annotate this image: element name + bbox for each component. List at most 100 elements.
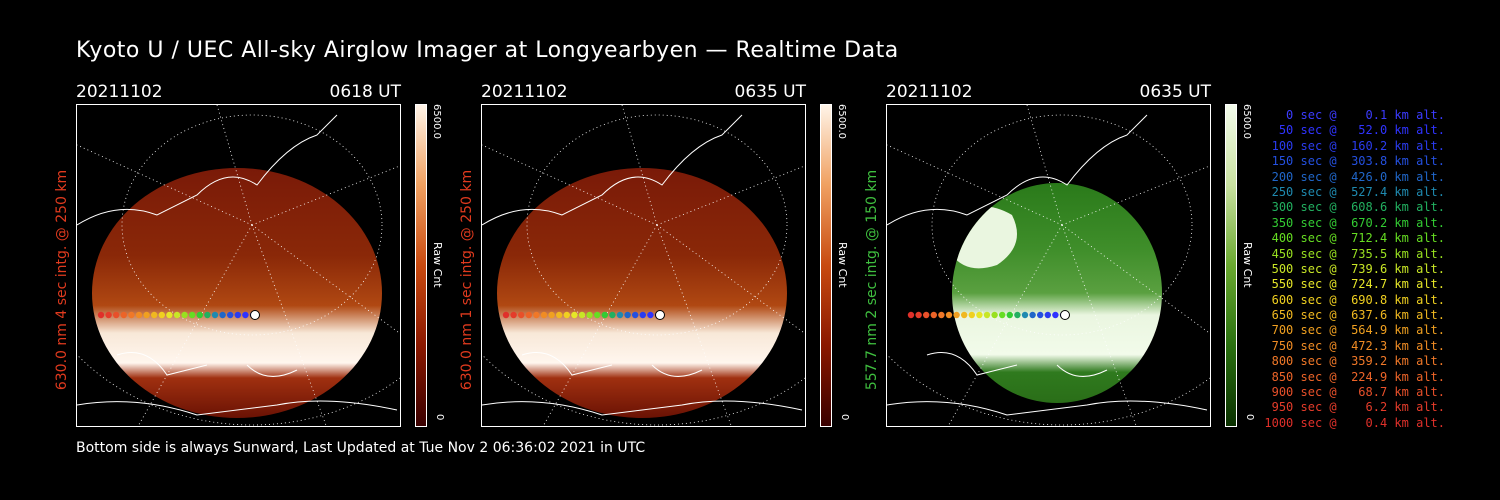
sky-disk <box>92 168 382 418</box>
colorbar-unit: Raw Cnt <box>836 242 849 288</box>
trajectory-point <box>578 311 586 319</box>
trajectory-point <box>97 311 105 319</box>
trajectory-point <box>915 311 922 319</box>
sky-map <box>77 105 400 426</box>
trajectory-point <box>616 311 624 319</box>
trajectory-point <box>1021 311 1029 319</box>
trajectory-point <box>907 311 915 319</box>
trajectory-point <box>938 311 945 319</box>
station-marker <box>1060 310 1070 320</box>
trajectory-point <box>181 311 188 319</box>
trajectory-point <box>632 311 639 319</box>
trajectory-point <box>647 311 654 319</box>
panel-time: 0635 UT <box>1139 82 1212 102</box>
legend-entry: 300 sec @ 608.6 km alt. <box>1271 200 1445 215</box>
trajectory-point <box>211 311 219 319</box>
allsky-image <box>886 104 1211 427</box>
allsky-image <box>76 104 401 427</box>
legend-entry: 450 sec @ 735.5 km alt. <box>1271 246 1445 261</box>
trajectory <box>97 310 260 320</box>
sky-map <box>887 105 1210 426</box>
panel-time: 0635 UT <box>734 82 807 102</box>
colorbar <box>415 104 427 427</box>
colorbar-unit: Raw Cnt <box>1241 242 1254 288</box>
legend-entry: 750 sec @ 472.3 km alt. <box>1271 338 1445 353</box>
trajectory-point <box>983 311 991 319</box>
trajectory-point <box>525 311 532 319</box>
legend-entry: 650 sec @ 637.6 km alt. <box>1271 308 1445 323</box>
trajectory-point <box>540 311 548 319</box>
lat-lon-grid <box>77 105 400 426</box>
trajectory-point <box>151 311 158 319</box>
colorbar <box>1225 104 1237 427</box>
panel-date: 20211102 <box>76 82 163 102</box>
trajectory <box>907 310 1070 320</box>
trajectory-point <box>548 311 555 319</box>
trajectory-point <box>991 311 998 319</box>
coastline <box>482 114 803 416</box>
coastline <box>887 114 1208 416</box>
legend-entry: 950 sec @ 6.2 km alt. <box>1271 400 1445 415</box>
trajectory-point <box>624 311 631 319</box>
panel-date: 20211102 <box>886 82 973 102</box>
trajectory-point <box>601 311 608 319</box>
trajectory-point <box>135 311 143 319</box>
station-marker <box>250 310 260 320</box>
trajectory-point <box>930 311 937 319</box>
trajectory-point <box>1006 311 1013 319</box>
trajectory-point <box>196 311 203 319</box>
colorbar-min: 0 <box>434 414 445 421</box>
trajectory-point <box>510 311 517 319</box>
trajectory <box>502 310 665 320</box>
trajectory-point <box>571 311 578 319</box>
legend-entry: 250 sec @ 527.4 km alt. <box>1271 184 1445 199</box>
legend-entry: 1000 sec @ 0.4 km alt. <box>1264 415 1445 430</box>
airglow-panel-1: 20211102 0618 UT 630.0 nm 4 sec intg. @ … <box>54 82 496 432</box>
legend-entry: 800 sec @ 359.2 km alt. <box>1271 354 1445 369</box>
trajectory-point <box>128 311 135 319</box>
trajectory-point <box>1044 311 1051 319</box>
trajectory-point <box>923 311 930 319</box>
trajectory-point <box>968 311 975 319</box>
panel-time: 0618 UT <box>329 82 402 102</box>
footer-note: Bottom side is always Sunward, Last Upda… <box>76 440 646 456</box>
trajectory-point <box>113 311 120 319</box>
trajectory-point <box>227 311 234 319</box>
trajectory-point <box>234 311 241 319</box>
legend-entry: 600 sec @ 690.8 km alt. <box>1271 292 1445 307</box>
trajectory-point <box>563 311 570 319</box>
trajectory-point <box>518 311 525 319</box>
panel-ylabel: 630.0 nm 1 sec intg. @ 250 km <box>459 169 475 391</box>
legend-entry: 400 sec @ 712.4 km alt. <box>1271 231 1445 246</box>
trajectory-point <box>999 311 1006 319</box>
trajectory-point <box>594 311 601 319</box>
trajectory-point <box>945 311 953 319</box>
trajectory-point <box>1014 311 1021 319</box>
trajectory-point <box>953 311 960 319</box>
legend-entry: 150 sec @ 303.8 km alt. <box>1271 154 1445 169</box>
trajectory-point <box>189 311 196 319</box>
legend-entry: 900 sec @ 68.7 km alt. <box>1271 385 1445 400</box>
trajectory-point <box>533 311 540 319</box>
trajectory-point <box>1037 311 1044 319</box>
colorbar-min: 0 <box>1244 414 1255 421</box>
colorbar-max: 6500.0 <box>836 104 847 139</box>
colorbar-min: 0 <box>839 414 850 421</box>
trajectory-point <box>609 311 616 319</box>
coastline <box>77 114 398 416</box>
legend-entry: 50 sec @ 52.0 km alt. <box>1278 123 1445 138</box>
sky-map <box>482 105 805 426</box>
trajectory-point <box>173 311 181 319</box>
sky-disk <box>497 168 787 418</box>
trajectory-point <box>556 311 563 319</box>
legend-entry: 100 sec @ 160.2 km alt. <box>1271 138 1445 153</box>
trajectory-point <box>502 311 510 319</box>
panel-ylabel: 630.0 nm 4 sec intg. @ 250 km <box>54 169 70 391</box>
trajectory-point <box>639 311 646 319</box>
trajectory-point <box>143 311 150 319</box>
panel-ylabel: 557.7 nm 2 sec intg. @ 150 km <box>864 169 880 391</box>
lat-lon-grid <box>482 105 805 426</box>
colorbar-max: 6500.0 <box>431 104 442 139</box>
trajectory-point <box>158 311 165 319</box>
trajectory-point <box>1052 311 1059 319</box>
